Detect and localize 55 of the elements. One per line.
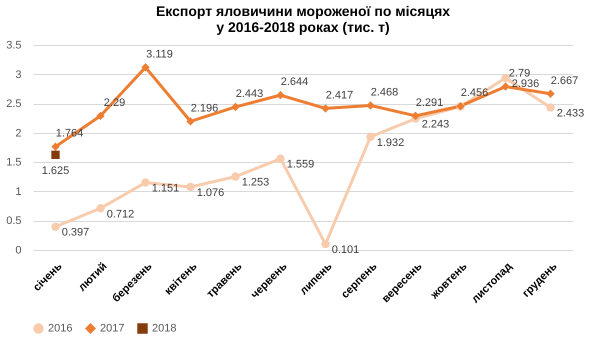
data-label: 2.79 [508, 68, 530, 80]
point [231, 102, 240, 112]
point [276, 154, 285, 163]
y-tick-label: 3 [15, 68, 22, 81]
point [96, 112, 105, 120]
legend-label: 2018 [152, 322, 176, 335]
data-label: 2.443 [236, 88, 264, 100]
point [501, 82, 510, 91]
y-tick-label: 0 [15, 244, 22, 256]
point [51, 142, 60, 151]
data-label: 1.151 [152, 182, 180, 195]
point [411, 112, 420, 120]
data-label: 2.644 [280, 76, 308, 88]
point [546, 103, 555, 112]
point [366, 101, 375, 110]
data-label: 0.397 [62, 226, 90, 239]
point [501, 74, 510, 82]
data-label: 2.417 [326, 89, 354, 102]
data-label: 2.243 [422, 118, 450, 131]
point [276, 90, 285, 100]
point [321, 240, 330, 248]
legend-label: 2017 [100, 322, 124, 335]
data-label: 3.119 [146, 48, 173, 60]
point [186, 117, 195, 126]
y-tick-label: 2 [15, 127, 22, 140]
point [51, 222, 60, 231]
point [366, 132, 375, 142]
chart-title: Експорт яловичини мороженої по місяцях у 2016-2018 роках (тис. т) [156, 3, 450, 35]
data-label: 1.253 [242, 176, 270, 189]
point [231, 172, 240, 181]
point [96, 204, 105, 212]
data-label: 2.456 [460, 87, 488, 100]
point [141, 178, 150, 187]
data-label: 1.932 [376, 136, 404, 149]
data-label: 2.936 [512, 78, 540, 90]
data-label: 1.559 [286, 158, 314, 171]
data-label: 2.291 [416, 96, 444, 109]
data-label: 2.468 [370, 86, 398, 98]
y-tick-label: 2.5 [6, 98, 22, 110]
data-label: 0.101 [332, 244, 360, 256]
data-label: 0.712 [106, 208, 134, 220]
y-tick-label: 1 [15, 186, 22, 198]
data-label: 2.433 [556, 107, 584, 120]
data-label: 1.076 [196, 186, 224, 199]
point [186, 182, 195, 192]
data-label: 1.625 [42, 164, 70, 177]
y-tick-label: 3.5 [6, 40, 22, 52]
legend-label: 2016 [48, 322, 72, 335]
y-tick-label: 1.5 [6, 156, 22, 169]
data-label: 2.196 [190, 102, 218, 114]
point [141, 63, 150, 72]
data-label: 2.667 [550, 74, 578, 87]
point [546, 90, 555, 98]
y-tick-label: 0.5 [6, 215, 22, 228]
point [51, 150, 60, 160]
